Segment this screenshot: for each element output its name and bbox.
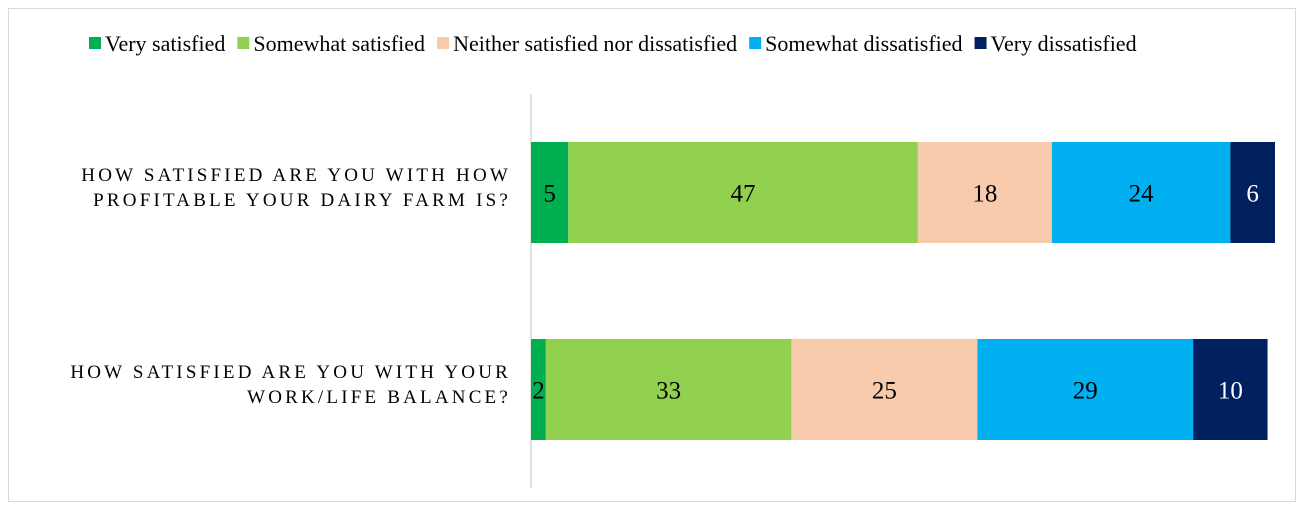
legend-swatch-3 [437, 37, 450, 49]
legend-label-1: Very satisfied [105, 31, 225, 56]
legend: Very satisfied Somewhat satisfied Neither … [89, 31, 1137, 56]
data-label-1-3: 18 [972, 181, 997, 208]
data-label-2-2: 33 [656, 378, 681, 405]
legend-swatch-5 [974, 37, 987, 49]
category-label-1-line-2: PROFITABLE YOUR DAIRY FARM IS? [93, 190, 511, 211]
legend-label-2: Somewhat satisfied [253, 31, 425, 56]
bar-1-2 [568, 142, 918, 243]
bars [531, 142, 1275, 440]
data-label-2-3: 25 [872, 378, 897, 405]
data-label-1-2: 47 [731, 181, 756, 208]
bar-1-3 [917, 142, 1052, 243]
bar-2-3 [791, 339, 978, 440]
legend-label-5: Very dissatisfied [991, 31, 1137, 56]
data-label-1-4: 24 [1129, 181, 1155, 208]
data-label-1-5: 6 [1246, 181, 1259, 208]
bar-2-1 [531, 339, 546, 440]
data-label-2-5: 10 [1218, 378, 1243, 405]
legend-label-3: Neither satisfied nor dissatisfied [453, 31, 737, 56]
bar-1-1 [531, 142, 569, 243]
bar-2-2 [545, 339, 792, 440]
category-label-2-line-1: HOW SATISFIED ARE YOU WITH YOUR [70, 362, 511, 383]
data-label-2-4: 29 [1073, 378, 1098, 405]
legend-swatch-1 [89, 37, 101, 49]
bar-1-5 [1230, 142, 1275, 243]
bar-1-4 [1051, 142, 1231, 243]
legend-swatch-4 [749, 37, 762, 49]
bar-2-5 [1193, 339, 1268, 440]
data-label-2-1: 2 [532, 378, 545, 405]
category-label-1-line-1: HOW SATISFIED ARE YOU WITH HOW [81, 165, 511, 186]
legend-label-4: Somewhat dissatisfied [765, 31, 962, 56]
category-labels: HOW SATISFIED ARE YOU WITH HOW PROFITABLE… [70, 165, 511, 408]
legend-swatch-2 [237, 37, 250, 49]
bar-2-4 [977, 339, 1194, 440]
data-labels: 5 47 18 24 6 2 33 25 29 10 [532, 181, 1259, 405]
category-label-2-line-2: WORK/LIFE BALANCE? [247, 387, 511, 408]
data-label-1-1: 5 [543, 181, 556, 208]
